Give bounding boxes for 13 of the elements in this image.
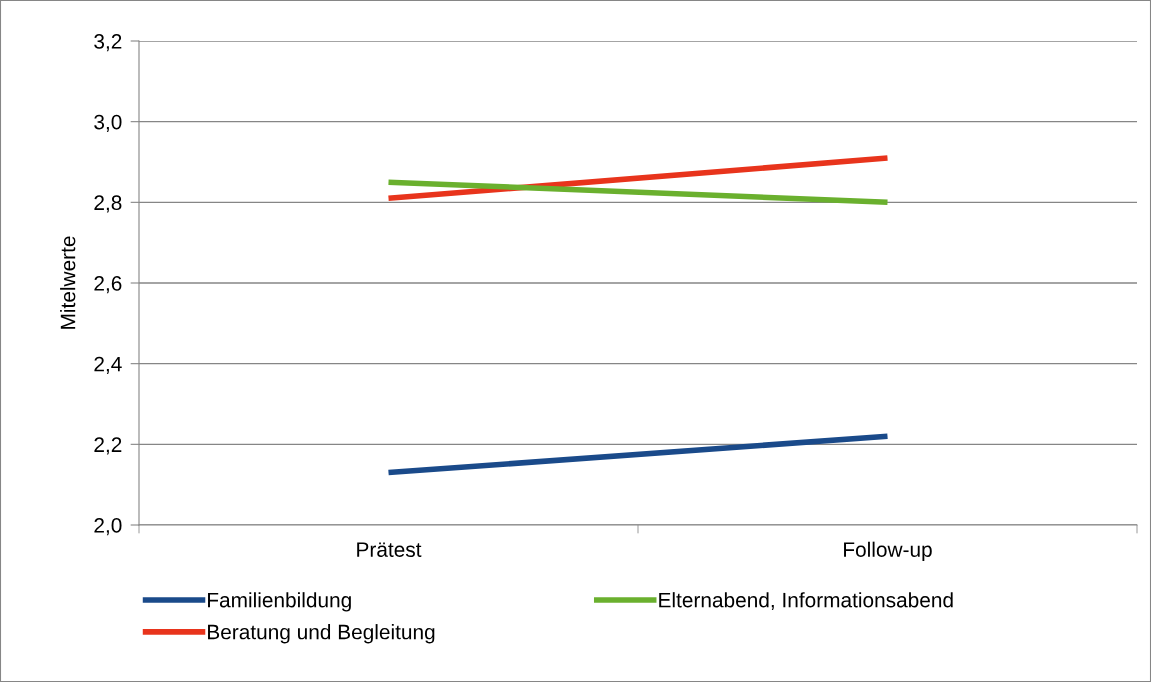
y-tick-label: 2,8 (94, 195, 122, 213)
legend-label: Elternabend, Informationsabend (659, 592, 953, 610)
x-tick-label: Follow-up (844, 541, 932, 562)
y-tick-label: 3,0 (94, 114, 122, 132)
legend-label: Familienbildung (208, 592, 351, 612)
y-tick-label: 3,2 (94, 34, 122, 52)
y-tick-label: 2,0 (94, 518, 122, 536)
y-tick-label: 2,2 (94, 437, 122, 455)
x-tick-label: Prätest (357, 542, 422, 557)
y-tick-label: 2,6 (94, 276, 122, 294)
y-axis-title: Mitelwerte (60, 236, 76, 329)
legend-label: Beratung und Begleitung (208, 624, 435, 644)
y-tick-label: 2,4 (94, 356, 122, 374)
